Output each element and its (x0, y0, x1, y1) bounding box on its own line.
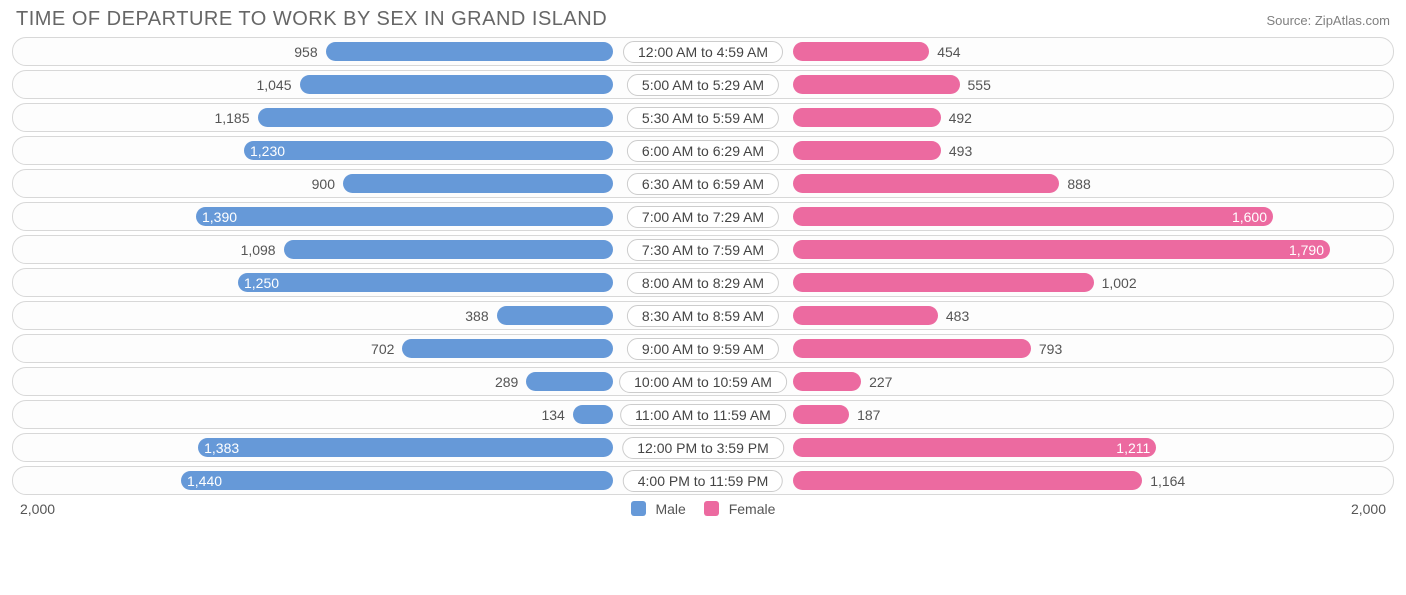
legend-label-male: Male (655, 501, 685, 517)
chart-row: 1,440 1,164 4:00 PM to 11:59 PM (12, 466, 1394, 495)
male-value: 1,045 (256, 77, 299, 93)
male-bar: 134 (573, 405, 613, 424)
chart-row: 134 187 11:00 AM to 11:59 AM (12, 400, 1394, 429)
male-bar: 702 (402, 339, 613, 358)
male-value: 1,098 (241, 242, 284, 258)
chart-row: 1,045 555 5:00 AM to 5:29 AM (12, 70, 1394, 99)
axis-max-right: 2,000 (1351, 501, 1386, 517)
female-bar: 555 (793, 75, 960, 94)
male-value: 388 (465, 308, 496, 324)
male-bar: 388 (497, 306, 613, 325)
female-bar: 888 (793, 174, 1059, 193)
female-value: 1,002 (1094, 275, 1137, 291)
female-bar: 454 (793, 42, 929, 61)
male-value: 1,230 (250, 143, 285, 159)
category-label: 10:00 AM to 10:59 AM (619, 371, 787, 393)
female-value: 1,211 (1116, 440, 1150, 456)
female-bar: 483 (793, 306, 938, 325)
male-value: 702 (371, 341, 402, 357)
chart-row: 702 793 9:00 AM to 9:59 AM (12, 334, 1394, 363)
male-bar: 289 (526, 372, 613, 391)
female-bar: 493 (793, 141, 941, 160)
female-bar: 227 (793, 372, 861, 391)
male-value: 1,185 (214, 110, 257, 126)
female-value: 187 (849, 407, 880, 423)
male-bar: 900 (343, 174, 613, 193)
male-bar: 1,390 (196, 207, 613, 226)
chart-row: 900 888 6:30 AM to 6:59 AM (12, 169, 1394, 198)
male-value: 1,440 (187, 473, 222, 489)
category-label: 11:00 AM to 11:59 AM (620, 404, 786, 426)
male-bar: 1,045 (300, 75, 614, 94)
category-label: 5:00 AM to 5:29 AM (627, 74, 779, 96)
category-label: 7:30 AM to 7:59 AM (627, 239, 779, 261)
female-value: 888 (1059, 176, 1090, 192)
category-label: 4:00 PM to 11:59 PM (623, 470, 783, 492)
chart-row: 289 227 10:00 AM to 10:59 AM (12, 367, 1394, 396)
chart-row: 1,098 1,790 7:30 AM to 7:59 AM (12, 235, 1394, 264)
female-value: 793 (1031, 341, 1062, 357)
category-label: 6:00 AM to 6:29 AM (627, 140, 779, 162)
chart-footer: 2,000 Male Female 2,000 (12, 495, 1394, 517)
female-bar: 793 (793, 339, 1031, 358)
category-label: 12:00 AM to 4:59 AM (623, 41, 783, 63)
female-value: 492 (941, 110, 972, 126)
female-value: 227 (861, 374, 892, 390)
female-bar: 1,002 (793, 273, 1094, 292)
male-value: 1,383 (204, 440, 239, 456)
chart-header: TIME OF DEPARTURE TO WORK BY SEX IN GRAN… (12, 8, 1394, 37)
female-value: 1,164 (1142, 473, 1185, 489)
chart-row: 1,250 1,002 8:00 AM to 8:29 AM (12, 268, 1394, 297)
female-value: 454 (929, 44, 960, 60)
female-value: 483 (938, 308, 969, 324)
female-bar: 1,790 (793, 240, 1330, 259)
male-value: 1,250 (244, 275, 279, 291)
chart-row: 1,230 493 6:00 AM to 6:29 AM (12, 136, 1394, 165)
category-label: 5:30 AM to 5:59 AM (627, 107, 779, 129)
chart-source: Source: ZipAtlas.com (1266, 13, 1390, 28)
female-bar: 1,211 (793, 438, 1156, 457)
female-value: 1,600 (1232, 209, 1267, 225)
male-bar: 958 (326, 42, 613, 61)
category-label: 12:00 PM to 3:59 PM (622, 437, 784, 459)
male-value: 958 (294, 44, 325, 60)
female-bar: 1,600 (793, 207, 1273, 226)
male-value: 289 (495, 374, 526, 390)
chart-row: 1,383 1,211 12:00 PM to 3:59 PM (12, 433, 1394, 462)
legend: Male Female (631, 501, 776, 517)
female-value: 1,790 (1289, 242, 1324, 258)
female-bar: 1,164 (793, 471, 1142, 490)
female-bar: 492 (793, 108, 941, 127)
chart-container: TIME OF DEPARTURE TO WORK BY SEX IN GRAN… (0, 0, 1406, 595)
chart-rows: 958 454 12:00 AM to 4:59 AM 1,045 555 5:00 AM… (12, 37, 1394, 495)
legend-female: Female (704, 501, 776, 517)
legend-swatch-male (631, 501, 646, 516)
category-label: 9:00 AM to 9:59 AM (627, 338, 779, 360)
legend-label-female: Female (729, 501, 776, 517)
chart-title: TIME OF DEPARTURE TO WORK BY SEX IN GRAN… (16, 8, 607, 31)
male-bar: 1,440 (181, 471, 613, 490)
legend-swatch-female (704, 501, 719, 516)
chart-row: 958 454 12:00 AM to 4:59 AM (12, 37, 1394, 66)
category-label: 7:00 AM to 7:29 AM (627, 206, 779, 228)
chart-row: 388 483 8:30 AM to 8:59 AM (12, 301, 1394, 330)
female-value: 555 (960, 77, 991, 93)
legend-male: Male (631, 501, 686, 517)
male-bar: 1,230 (244, 141, 613, 160)
category-label: 8:00 AM to 8:29 AM (627, 272, 779, 294)
male-value: 900 (312, 176, 343, 192)
category-label: 8:30 AM to 8:59 AM (627, 305, 779, 327)
male-bar: 1,383 (198, 438, 613, 457)
male-bar: 1,098 (284, 240, 613, 259)
male-bar: 1,250 (238, 273, 613, 292)
axis-max-left: 2,000 (20, 501, 55, 517)
male-value: 1,390 (202, 209, 237, 225)
category-label: 6:30 AM to 6:59 AM (627, 173, 779, 195)
male-bar: 1,185 (258, 108, 614, 127)
chart-row: 1,185 492 5:30 AM to 5:59 AM (12, 103, 1394, 132)
female-bar: 187 (793, 405, 849, 424)
chart-row: 1,390 1,600 7:00 AM to 7:29 AM (12, 202, 1394, 231)
female-value: 493 (941, 143, 972, 159)
male-value: 134 (541, 407, 572, 423)
